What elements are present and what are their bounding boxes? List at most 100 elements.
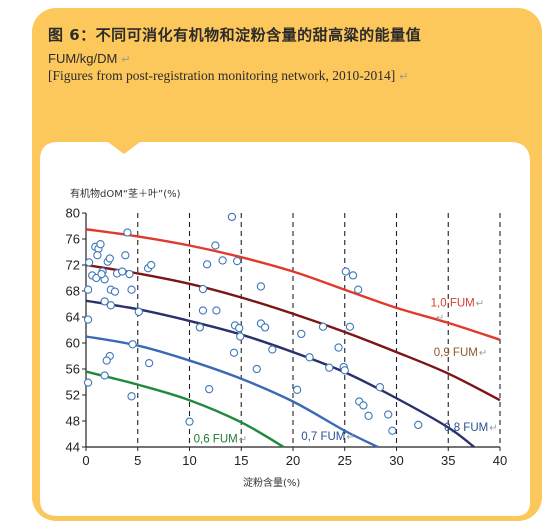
return-mark: ↵	[346, 432, 354, 443]
y-tick-label: 68	[66, 284, 80, 299]
data-point	[144, 358, 154, 368]
curve-label: 0,6 FUM↵	[194, 433, 247, 445]
data-point	[260, 323, 270, 332]
data-point	[125, 269, 134, 279]
data-point	[388, 426, 397, 435]
return-mark: ↵	[489, 423, 497, 434]
curve-label: 0,9 FUM↵	[434, 347, 487, 359]
data-point	[227, 212, 237, 222]
data-point	[205, 384, 214, 394]
data-point	[93, 251, 102, 260]
data-point	[84, 258, 94, 267]
data-point	[127, 285, 136, 294]
data-point	[252, 364, 261, 374]
data-point	[229, 348, 239, 357]
fum-curve	[85, 335, 379, 449]
fum-curve	[85, 370, 285, 449]
data-point	[305, 353, 314, 362]
data-point	[318, 322, 328, 331]
chart-panel	[40, 142, 530, 516]
x-tick-label: 0	[82, 453, 89, 468]
data-point	[414, 420, 423, 430]
grid-lines	[137, 213, 501, 447]
data-point	[236, 332, 245, 341]
x-tick-label: 15	[234, 453, 248, 468]
data-point	[325, 363, 334, 372]
y-tick-label: 76	[66, 232, 80, 247]
data-point	[106, 301, 115, 310]
data-point	[100, 371, 109, 380]
fum-curves	[85, 228, 501, 449]
y-tick-label: 48	[66, 414, 80, 429]
y-tick-label: 52	[66, 388, 80, 403]
data-point	[128, 340, 137, 349]
x-tick-label: 10	[182, 453, 196, 468]
x-tick-label: 20	[286, 453, 300, 468]
data-point	[83, 378, 93, 387]
data-point	[359, 401, 368, 410]
data-point	[123, 228, 132, 237]
source-note: [Figures from post-registration monitori…	[48, 68, 409, 83]
data-point	[345, 322, 355, 331]
data-point	[211, 241, 220, 250]
curve-label: 0,8 FUM↵	[444, 422, 497, 434]
return-mark: ↵	[121, 54, 131, 66]
fum-curve	[85, 263, 501, 402]
data-point	[218, 256, 227, 265]
fum-curve	[85, 299, 475, 448]
x-tick-label: 35	[441, 453, 455, 468]
data-point	[118, 267, 127, 276]
y-tick-label: 44	[66, 440, 80, 455]
data-point	[83, 315, 93, 324]
data-point	[127, 392, 136, 401]
unit-subtitle: FUM/kg/DM ↵	[48, 51, 131, 66]
data-point	[268, 345, 277, 354]
data-point	[97, 269, 106, 279]
data-point	[292, 385, 302, 394]
data-point	[185, 417, 194, 426]
data-point	[297, 329, 306, 339]
data-point	[384, 410, 393, 419]
y-axis-title: 有机物dOM“茎＋叶”(%)	[70, 187, 181, 200]
data-point	[102, 356, 111, 365]
data-point	[341, 267, 350, 276]
x-tick-label: 5	[134, 453, 141, 468]
data-point	[110, 287, 120, 296]
x-tick-label: 25	[338, 453, 352, 468]
data-point	[195, 323, 204, 332]
data-point	[232, 256, 242, 266]
data-point	[375, 383, 385, 392]
data-point	[256, 282, 266, 291]
data-point	[364, 411, 373, 420]
data-point	[198, 284, 208, 294]
data-point	[334, 343, 343, 352]
data-point	[96, 240, 105, 249]
return-mark: ↵	[436, 313, 444, 324]
y-tick-label: 64	[66, 310, 80, 325]
return-mark: ↵	[479, 348, 487, 359]
data-points	[83, 212, 423, 435]
return-mark: ↵	[399, 71, 409, 83]
data-point	[202, 260, 212, 269]
axis-labels: 有机物dOM“茎＋叶”(%) 淀粉含量(%) 1,0 FUM↵ 0,9 FUM↵ 0,8…	[70, 187, 498, 489]
x-axis-title: 淀粉含量(%)	[243, 476, 300, 489]
data-point	[147, 260, 156, 270]
figure-title: 图 6：不同可消化有机物和淀粉含量的甜高粱的能量值	[48, 26, 422, 44]
data-point	[83, 285, 93, 294]
x-tick-label: 30	[389, 453, 403, 468]
curve-label: 0,7 FUM↵	[301, 431, 354, 443]
x-tick-label: 40	[493, 453, 507, 468]
data-point	[235, 323, 244, 333]
data-point	[340, 366, 349, 375]
data-point	[121, 251, 130, 260]
return-mark: ↵	[239, 434, 247, 445]
fum-curve	[85, 228, 501, 341]
data-point	[105, 254, 114, 263]
y-tick-label: 72	[66, 258, 80, 273]
curve-label: 1,0 FUM↵	[431, 298, 484, 310]
data-point	[100, 297, 109, 306]
data-point	[354, 285, 363, 294]
return-mark: ↵	[476, 299, 484, 310]
